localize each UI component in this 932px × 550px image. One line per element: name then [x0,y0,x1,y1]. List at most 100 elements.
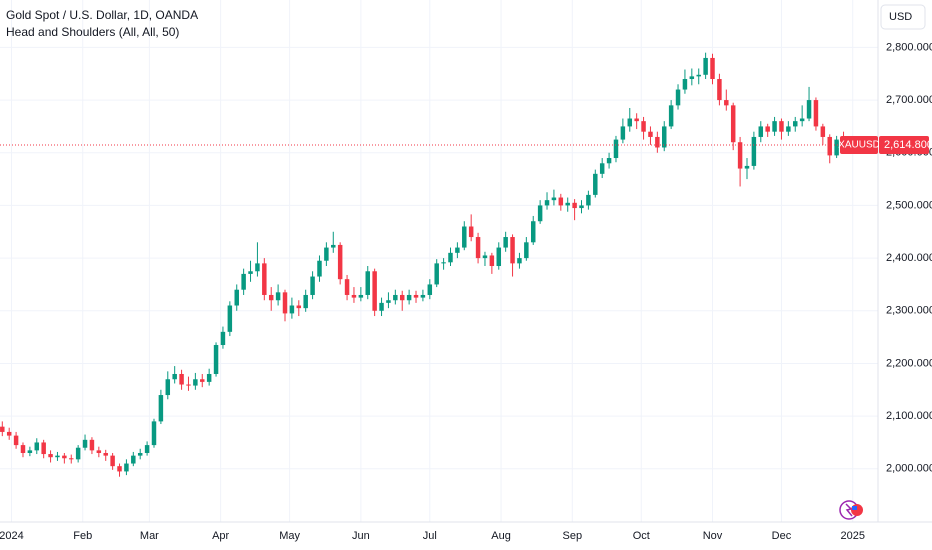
candle-body [75,447,81,460]
candle-body [475,237,481,259]
candle-body [282,292,288,314]
candle-body [337,244,343,280]
candle-body [137,452,143,456]
candle-body [344,279,350,295]
candle-body [613,139,619,159]
candle-body [779,121,784,132]
y-tick-label: 2,300.000 [886,305,932,317]
candle-body [627,118,633,127]
candle-body [530,221,536,243]
candle-body [399,294,405,301]
candle-body [131,455,136,464]
candle-body [372,271,377,311]
candle-body [227,305,233,332]
candle-body [462,226,467,248]
candle-body [758,126,764,137]
candle-body [406,294,412,301]
candle-body [489,255,495,267]
candle-body [96,450,102,453]
candles [0,52,853,477]
symbol-tag [840,135,878,154]
x-tick-label: Nov [703,530,723,542]
candle-body [20,445,26,453]
candle-body [48,454,53,458]
candle-body [668,105,674,127]
candle-body [551,197,557,201]
candle-body [165,379,171,396]
y-tick-label: 2,800.000 [886,41,932,53]
candle-body [144,445,150,453]
candle-body [675,89,681,106]
x-tick-label: 2024 [0,530,24,542]
candle-body [27,450,33,453]
candle-body [744,165,750,169]
candle-body [317,260,322,277]
candle-body [324,247,329,261]
x-tick-label: May [279,530,300,542]
candle-body [248,271,253,274]
candle-body [565,202,570,206]
candle-body [751,136,757,166]
symbol-label: XAUUSD [838,140,880,151]
candle-body [55,455,60,458]
candle-body [213,345,219,374]
candle-body [365,271,370,295]
candle-body [310,276,315,295]
candle-body [289,305,295,314]
price-label: 2,614.800 [884,139,932,151]
y-tick-label: 2,000.000 [886,463,932,475]
candle-body [200,379,205,382]
chart-title: Gold Spot / U.S. Dollar, 1D, OANDA [6,8,198,22]
candle-body [179,373,184,385]
x-tick-label: 2025 [840,530,864,542]
candle-body [482,255,488,259]
candle-body [158,395,164,422]
y-tick-label: 2,700.000 [886,94,932,106]
candle-body [593,173,598,195]
candle-body [662,126,667,148]
candle-body [772,121,777,132]
candle-body [558,197,564,206]
candle-body [110,455,115,467]
candle-body [503,237,508,248]
candle-body [827,136,832,156]
candle-body [393,294,398,301]
candle-body [13,435,19,446]
price-tag [879,135,929,154]
candle-body [6,431,12,436]
candle-body [89,439,95,451]
candle-body [41,442,46,455]
candle-body [606,158,612,164]
candle-body [117,466,122,472]
x-tick-label: Mar [140,530,159,542]
currency-label: USD [889,11,912,23]
candle-body [296,305,302,309]
candle-body [806,100,812,119]
candle-body [634,118,639,122]
candle-body [786,126,791,132]
candle-body [524,242,529,259]
candle-body [386,300,391,303]
x-tick-label: Apr [212,530,229,542]
candle-body [151,421,157,446]
candle-body [379,302,384,311]
axes: 2,000.000 2,100.000 2,200.000 2,300.000 2,40… [0,41,932,542]
x-tick-label: Jul [423,530,437,542]
candle-body [586,194,591,206]
candle-body [234,289,239,306]
candle-body [193,379,198,386]
y-tick-label: 2,500.000 [886,199,932,211]
currency-button[interactable] [880,4,926,30]
logo [839,500,863,520]
x-tick-label: Dec [772,530,792,542]
candle-body [724,100,729,106]
candle-body [737,142,743,169]
candle-body [696,74,701,77]
candle-body [206,373,212,382]
candle-body [0,426,5,432]
x-tick-label: Sep [563,530,583,542]
candle-body [62,455,67,459]
candle-body [303,294,308,309]
logo-bolt [845,503,853,517]
